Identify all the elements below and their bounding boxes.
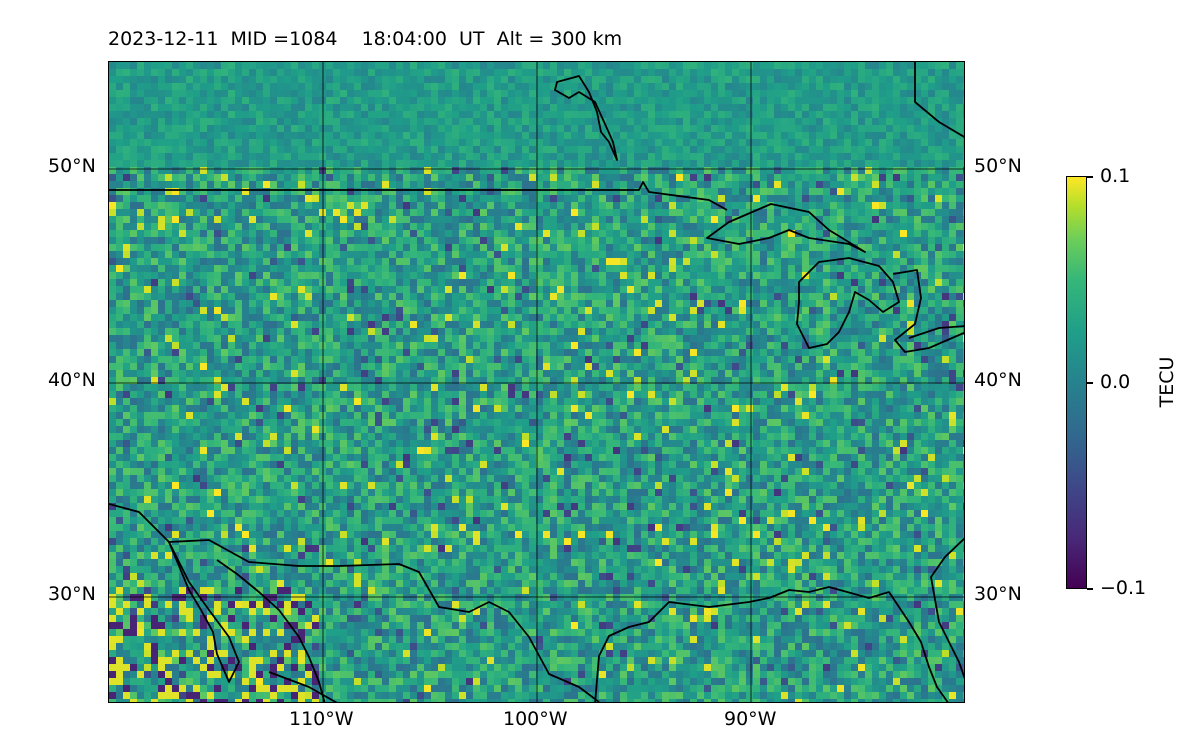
lake-superior <box>706 203 866 253</box>
lat-label-left-30: 30°N <box>48 583 96 605</box>
colorbar-tick-max <box>1087 176 1093 178</box>
plot-title: 2023-12-11 MID =1084 18:04:00 UT Alt = 3… <box>108 28 623 50</box>
lake-michigan <box>796 257 900 349</box>
gulf-coast <box>594 586 949 702</box>
lat-label-right-50: 50°N <box>974 155 1022 177</box>
baja-peninsula <box>168 541 240 683</box>
colorbar-tick-mid <box>1087 382 1093 384</box>
lake-ontario <box>908 325 964 339</box>
colorbar-label-min: −0.1 <box>1100 577 1147 599</box>
lat-label-right-40: 40°N <box>974 369 1022 391</box>
colorbar-title: TECU <box>1156 356 1178 408</box>
northeast-coast <box>914 62 964 138</box>
lat-label-right-30: 30°N <box>974 583 1022 605</box>
lon-label-110: 110°W <box>289 708 354 730</box>
hudson-bay-coast <box>554 75 618 161</box>
tec-map <box>108 61 965 703</box>
mexico-border <box>109 503 600 702</box>
gulf-of-california <box>216 559 326 702</box>
lon-label-90: 90°W <box>724 708 777 730</box>
colorbar-label-max: 0.1 <box>1100 165 1131 187</box>
colorbar-tick-min <box>1087 588 1093 590</box>
us-canada-border <box>109 181 728 211</box>
map-overlay <box>109 62 964 702</box>
colorbar <box>1066 176 1087 589</box>
colorbar-label-mid: 0.0 <box>1100 371 1131 393</box>
florida-coast <box>930 537 964 680</box>
lon-label-100: 100°W <box>503 708 568 730</box>
lat-label-left-40: 40°N <box>48 369 96 391</box>
lat-label-left-50: 50°N <box>48 155 96 177</box>
gridlines <box>109 62 964 702</box>
lake-huron-erie <box>892 269 964 353</box>
mexico-coast-south <box>268 671 338 702</box>
coastlines <box>109 62 964 702</box>
